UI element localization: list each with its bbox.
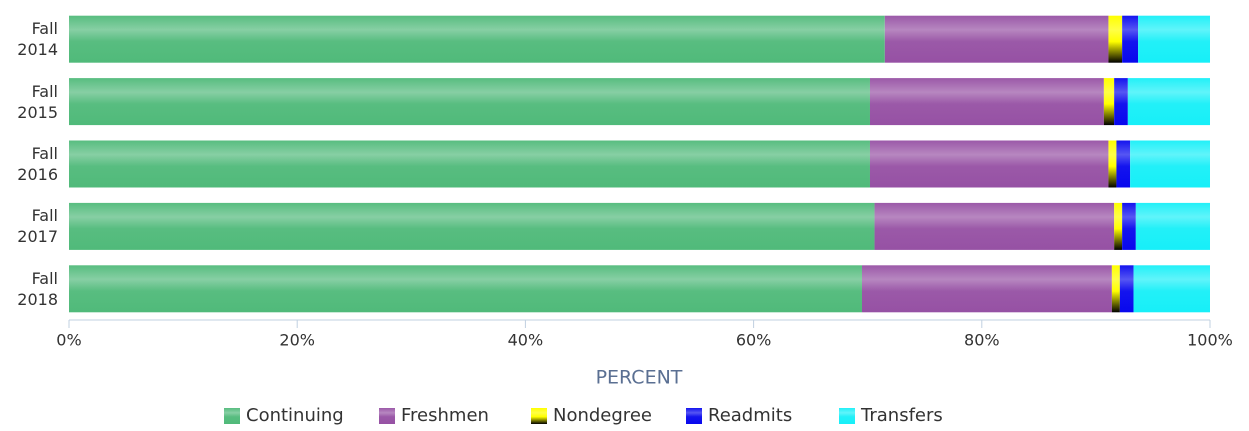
bar-segment <box>869 78 1104 126</box>
y-tick-label: Fall 2014 <box>17 19 58 60</box>
x-tick-label: 20% <box>279 331 315 350</box>
bar-segment <box>69 140 870 188</box>
x-tick-label: 40% <box>508 331 544 350</box>
bar-segment <box>1111 265 1120 313</box>
legend-label: Nondegree <box>553 405 652 426</box>
bar-segment <box>1114 202 1123 250</box>
y-tick-label: Fall 2015 <box>17 81 58 122</box>
bar-segment <box>69 15 885 63</box>
bar-segment <box>1138 15 1210 63</box>
bar-segment <box>1130 140 1210 188</box>
y-tick-label: Fall 2018 <box>17 268 58 309</box>
bar-segment <box>1103 78 1115 126</box>
legend-swatch <box>379 408 395 424</box>
legend-label: Freshmen <box>401 405 489 426</box>
x-tick-label: 80% <box>964 331 1000 350</box>
legend-swatch <box>224 408 240 424</box>
x-tick-label: 100% <box>1187 331 1233 350</box>
bar-segment <box>1114 78 1128 126</box>
legend-swatch <box>686 408 702 424</box>
y-tick-label: Fall 2016 <box>17 144 58 184</box>
bar-segment <box>884 15 1109 63</box>
bar-segment <box>69 202 875 250</box>
bar-segment <box>1122 202 1136 250</box>
bar-segment <box>1133 265 1210 313</box>
legend-swatch <box>839 408 855 424</box>
bar-segment <box>1108 15 1123 63</box>
bar-segment <box>1116 140 1131 188</box>
bar-segment <box>1127 78 1210 126</box>
bar-segment <box>1119 265 1134 313</box>
bar-segment <box>1122 15 1139 63</box>
legend-swatch <box>531 408 547 424</box>
bar-segment <box>69 265 862 313</box>
bar-segment <box>1135 202 1210 250</box>
bar-segment <box>861 265 1112 313</box>
legend-label: Continuing <box>246 405 344 426</box>
x-tick-label: 60% <box>736 331 772 350</box>
bar-segment <box>874 202 1115 250</box>
y-tick-label: Fall 2017 <box>17 206 58 247</box>
legend-label: Transfers <box>860 405 943 426</box>
bar-segment <box>869 140 1109 188</box>
x-tick-label: 0% <box>56 331 81 350</box>
bar-segment <box>1108 140 1117 188</box>
x-axis-title: PERCENT <box>596 367 683 389</box>
bar-segment <box>69 78 870 126</box>
legend-label: Readmits <box>708 405 792 426</box>
